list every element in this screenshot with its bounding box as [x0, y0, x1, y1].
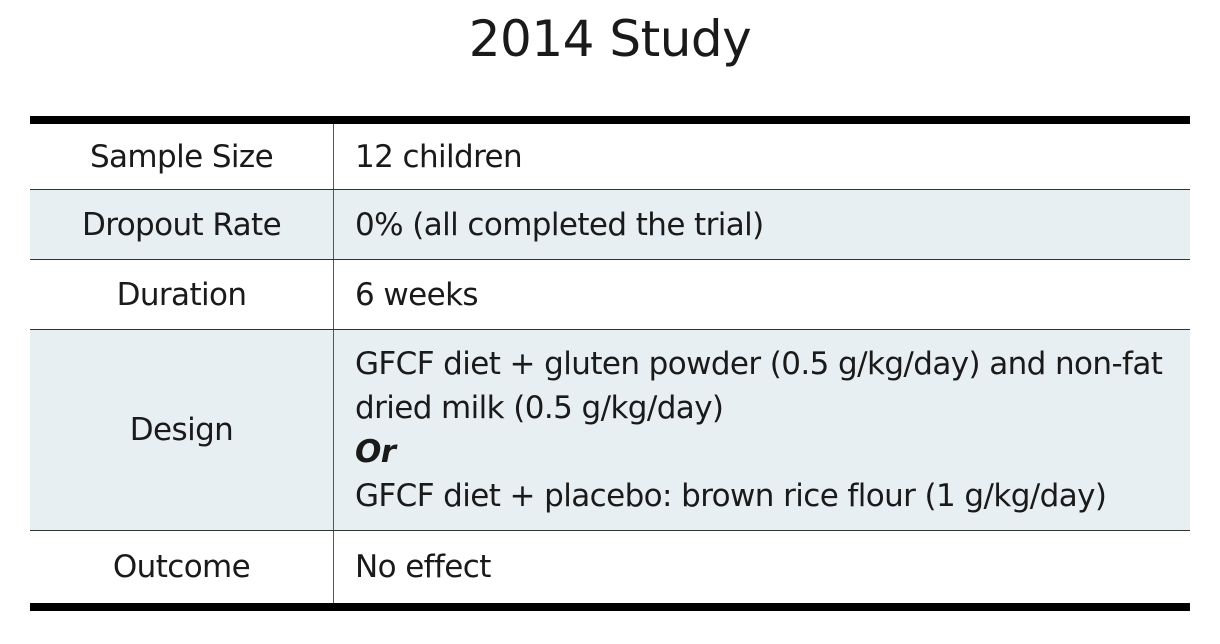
- row-value-design: GFCF diet + gluten powder (0.5 g/kg/day)…: [334, 330, 1190, 530]
- design-line: GFCF diet + placebo: brown rice flour (1…: [355, 478, 1107, 514]
- row-value: 0% (all completed the trial): [355, 206, 764, 243]
- row-label: Duration: [30, 260, 334, 329]
- row-label: Sample Size: [30, 124, 334, 189]
- row-label: Design: [30, 330, 334, 530]
- row-value: No effect: [355, 549, 491, 585]
- design-line: GFCF diet + gluten powder (0.5 g/kg/day)…: [355, 346, 1163, 382]
- row-value: 6 weeks: [355, 276, 479, 313]
- row-value: 12 children: [355, 138, 523, 175]
- table-row-sample-size: Sample Size 12 children: [30, 124, 1190, 189]
- design-or: Or: [355, 434, 396, 470]
- page-title: 2014 Study: [468, 10, 752, 68]
- table-row-duration: Duration 6 weeks: [30, 259, 1190, 329]
- row-label: Outcome: [30, 531, 334, 603]
- design-line: dried milk (0.5 g/kg/day): [355, 390, 724, 426]
- table-row-dropout-rate: Dropout Rate 0% (all completed the trial…: [30, 189, 1190, 259]
- row-label: Dropout Rate: [30, 190, 334, 259]
- study-table: Sample Size 12 children Dropout Rate 0% …: [30, 116, 1190, 611]
- table-row-design: Design GFCF diet + gluten powder (0.5 g/…: [30, 329, 1190, 530]
- table-row-outcome: Outcome No effect: [30, 530, 1190, 603]
